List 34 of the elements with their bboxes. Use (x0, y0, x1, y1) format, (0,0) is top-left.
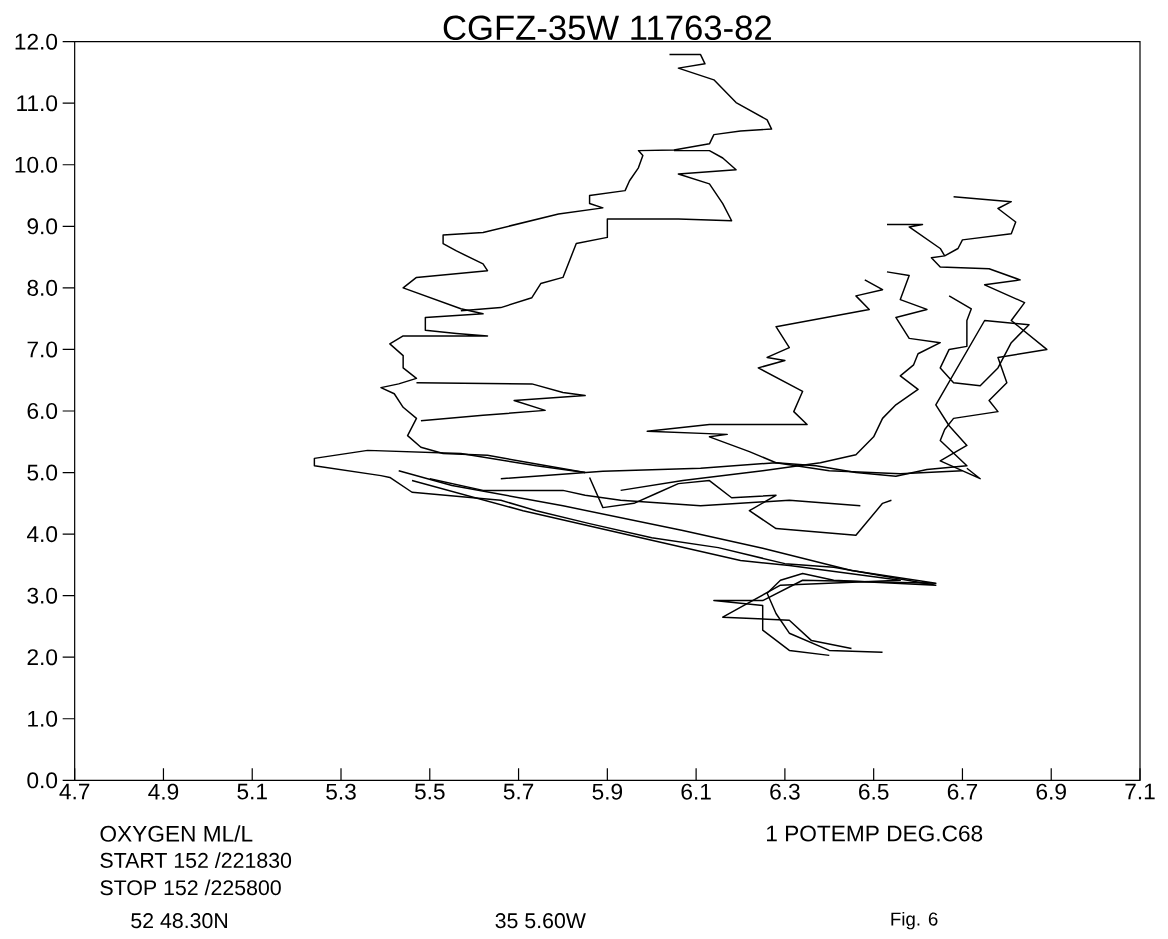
y-tick-label: 9.0 (27, 218, 58, 235)
chart-title: CGFZ-35W 11763-82 (443, 15, 771, 41)
y-tick-label: 4.0 (26, 526, 58, 543)
text: 52 48.30N (131, 913, 227, 929)
y-tick-label: 2.0 (27, 649, 58, 666)
x-tick-label: 5.1 (237, 783, 267, 800)
y-tick-label: 6.0 (27, 402, 58, 420)
x-tick-label: 5.3 (326, 783, 356, 800)
caption: Fig. 6 (891, 911, 938, 930)
y-tick-label: 0.0 (27, 772, 58, 789)
x-tick-label: 6.3 (770, 783, 800, 800)
x-tick-label: 6.5 (859, 783, 889, 800)
y-tick-label: 11.0 (17, 95, 58, 112)
x-tick-label: 4.9 (148, 783, 179, 800)
x-tick-label: 5.5 (414, 783, 445, 800)
x-tick-label: 5.9 (592, 783, 623, 800)
x-tick-label: 7.1 (1125, 783, 1155, 800)
x-axis-title: OXYGEN ML/L (100, 825, 253, 842)
y-tick-label: 7.0 (27, 341, 58, 358)
y-tick-label: 5.0 (27, 464, 58, 481)
y-tick-label: 10.0 (15, 156, 58, 173)
text: START 152 /221830 (100, 852, 292, 868)
text: STOP 152 /225800 (100, 879, 281, 896)
y-tick-label: 1.0 (28, 710, 58, 727)
x-tick-label: 6.7 (947, 783, 978, 800)
text: 1 POTEMP DEG.C68 (767, 825, 983, 842)
y-tick-label: 3.0 (27, 587, 58, 604)
x-tick-label: 6.9 (1036, 783, 1066, 800)
y-tick-label: 8.0 (27, 279, 58, 296)
x-tick-label: 5.7 (503, 783, 534, 800)
x-tick-label: 6.1 (681, 783, 711, 800)
x-tick-label: 4.7 (59, 783, 90, 800)
y-tick-label: 12.0 (15, 33, 58, 50)
text: 35 5.60W (495, 913, 586, 929)
